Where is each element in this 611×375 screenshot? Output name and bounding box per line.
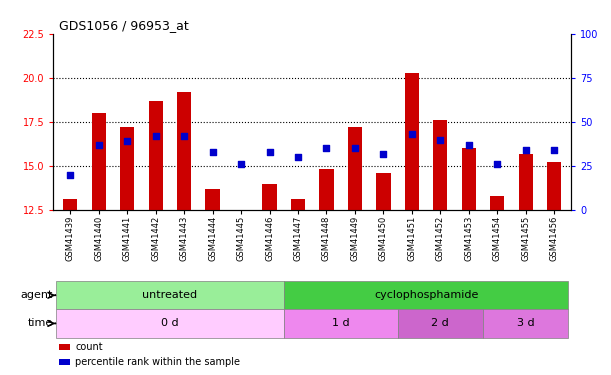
Text: agent: agent xyxy=(20,290,53,300)
Bar xyxy=(519,154,533,210)
Bar xyxy=(92,113,106,210)
Bar xyxy=(404,72,419,210)
Bar xyxy=(148,101,163,210)
Point xyxy=(549,147,559,153)
Text: cyclophosphamide: cyclophosphamide xyxy=(374,290,478,300)
Bar xyxy=(462,148,476,210)
Bar xyxy=(120,127,134,210)
Text: count: count xyxy=(75,342,103,352)
Bar xyxy=(483,309,568,338)
Bar xyxy=(205,189,220,210)
Point xyxy=(265,149,274,155)
Bar xyxy=(433,120,447,210)
Point xyxy=(492,161,502,167)
Bar xyxy=(262,184,277,210)
Bar xyxy=(56,281,284,309)
Bar xyxy=(291,200,305,210)
Point xyxy=(378,151,388,157)
Point xyxy=(122,138,132,144)
Point xyxy=(179,133,189,139)
Point xyxy=(350,146,360,152)
Text: GDS1056 / 96953_at: GDS1056 / 96953_at xyxy=(59,19,189,32)
Bar xyxy=(63,200,78,210)
Text: 3 d: 3 d xyxy=(517,318,535,328)
Bar xyxy=(56,309,284,338)
Bar xyxy=(398,309,483,338)
Text: untreated: untreated xyxy=(142,290,197,300)
Point xyxy=(407,131,417,137)
Point xyxy=(464,142,474,148)
Point xyxy=(65,172,75,178)
Text: 1 d: 1 d xyxy=(332,318,349,328)
Text: 2 d: 2 d xyxy=(431,318,449,328)
Text: percentile rank within the sample: percentile rank within the sample xyxy=(75,357,240,367)
Bar xyxy=(490,196,505,210)
Point xyxy=(236,161,246,167)
Bar xyxy=(376,173,390,210)
Bar xyxy=(284,281,568,309)
Bar xyxy=(320,170,334,210)
Bar xyxy=(234,210,248,213)
Text: time: time xyxy=(27,318,53,328)
Point xyxy=(436,136,445,142)
Point xyxy=(94,142,104,148)
Point xyxy=(293,154,303,160)
Bar xyxy=(284,309,398,338)
Text: 0 d: 0 d xyxy=(161,318,178,328)
Point xyxy=(208,149,218,155)
Point xyxy=(151,133,161,139)
Bar xyxy=(348,127,362,210)
Bar xyxy=(547,162,562,210)
Bar xyxy=(177,92,191,210)
Point xyxy=(521,147,530,153)
Point xyxy=(321,146,331,152)
